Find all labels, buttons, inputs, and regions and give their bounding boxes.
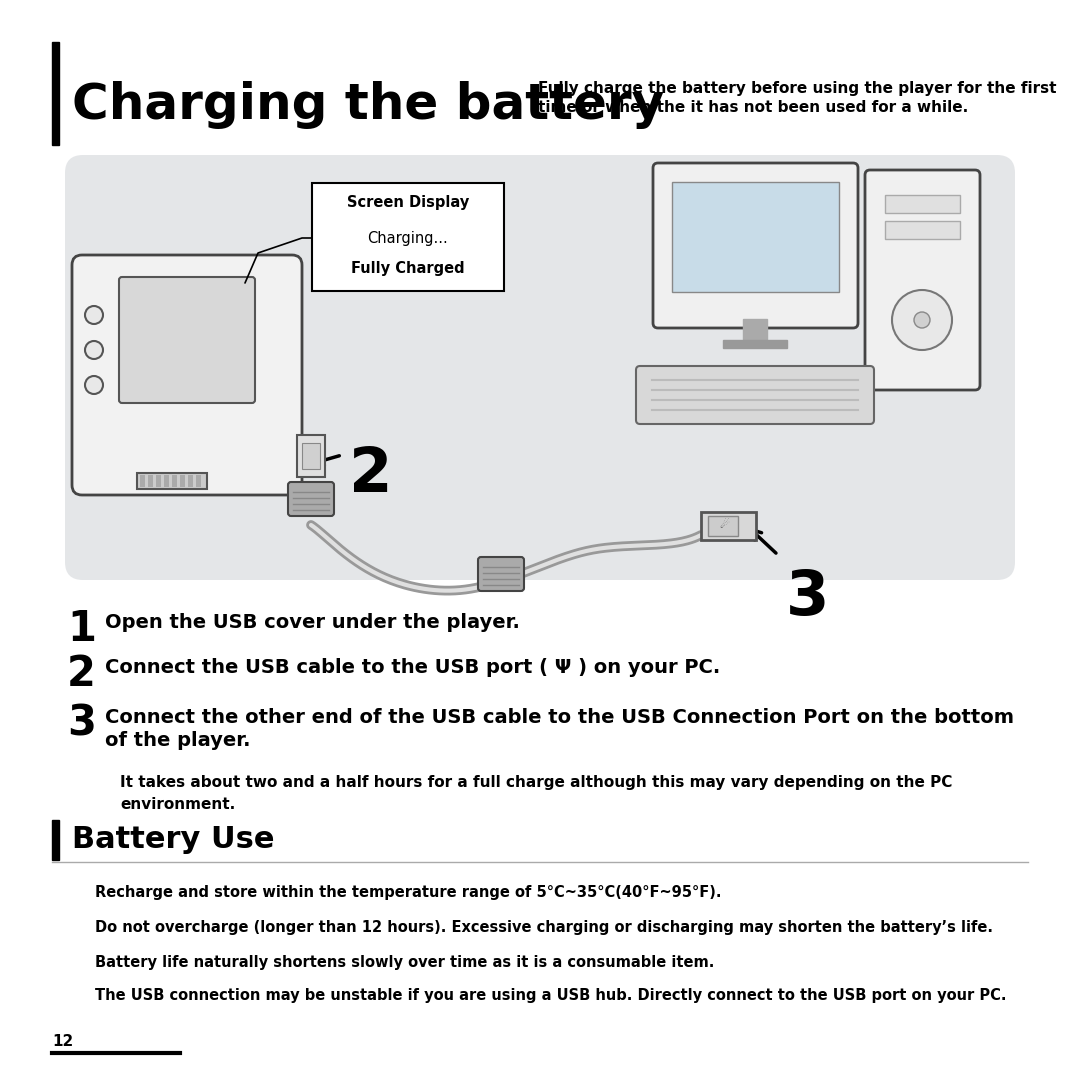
- Text: Charging...: Charging...: [367, 230, 448, 245]
- Text: 3: 3: [786, 568, 829, 627]
- FancyBboxPatch shape: [72, 255, 302, 495]
- Bar: [164, 475, 168, 487]
- Text: Open the USB cover under the player.: Open the USB cover under the player.: [105, 613, 519, 632]
- Text: Screen Display: Screen Display: [347, 195, 469, 211]
- Bar: [188, 475, 193, 487]
- Circle shape: [85, 376, 103, 394]
- FancyBboxPatch shape: [297, 435, 325, 477]
- FancyBboxPatch shape: [653, 163, 858, 328]
- Text: It takes about two and a half hours for a full charge although this may vary dep: It takes about two and a half hours for …: [120, 775, 953, 789]
- Text: environment.: environment.: [120, 797, 235, 812]
- Bar: [723, 340, 787, 348]
- Bar: [302, 443, 320, 469]
- Bar: [140, 475, 145, 487]
- Text: Fully charge the battery before using the player for the first: Fully charge the battery before using th…: [538, 81, 1056, 95]
- FancyBboxPatch shape: [478, 557, 524, 591]
- Bar: [885, 195, 960, 213]
- Text: 2: 2: [67, 653, 96, 696]
- FancyBboxPatch shape: [865, 170, 980, 390]
- Text: ☄: ☄: [719, 519, 729, 530]
- Circle shape: [892, 291, 951, 350]
- Text: 3: 3: [67, 703, 96, 745]
- Bar: [137, 473, 207, 489]
- FancyBboxPatch shape: [65, 156, 1015, 580]
- Circle shape: [85, 341, 103, 359]
- FancyBboxPatch shape: [636, 366, 874, 424]
- Text: Battery Use: Battery Use: [72, 825, 274, 854]
- Text: 12: 12: [52, 1035, 73, 1050]
- FancyBboxPatch shape: [119, 276, 255, 403]
- Bar: [672, 183, 839, 292]
- Bar: [52, 42, 59, 145]
- Bar: [156, 475, 161, 487]
- Bar: [52, 820, 59, 860]
- Circle shape: [914, 312, 930, 328]
- FancyBboxPatch shape: [312, 183, 504, 291]
- Text: Charging the battery: Charging the battery: [72, 81, 664, 129]
- Text: Do not overcharge (longer than 12 hours). Excessive charging or discharging may : Do not overcharge (longer than 12 hours)…: [95, 920, 993, 935]
- FancyBboxPatch shape: [701, 512, 756, 540]
- Text: Connect the USB cable to the USB port ( Ψ ) on your PC.: Connect the USB cable to the USB port ( …: [105, 658, 720, 677]
- Bar: [148, 475, 153, 487]
- Text: The USB connection may be unstable if you are using a USB hub. Directly connect : The USB connection may be unstable if yo…: [95, 988, 1007, 1003]
- Text: 1: 1: [67, 608, 96, 650]
- Text: of the player.: of the player.: [105, 731, 251, 750]
- FancyBboxPatch shape: [288, 482, 334, 516]
- Text: Recharge and store within the temperature range of 5°C~35°C(40°F~95°F).: Recharge and store within the temperatur…: [95, 885, 721, 900]
- Bar: [885, 221, 960, 239]
- Text: time or when the it has not been used for a while.: time or when the it has not been used fo…: [538, 100, 969, 116]
- Bar: [195, 475, 201, 487]
- Bar: [180, 475, 185, 487]
- Bar: [708, 516, 738, 536]
- Text: Battery life naturally shortens slowly over time as it is a consumable item.: Battery life naturally shortens slowly o…: [95, 955, 714, 970]
- Text: Fully Charged: Fully Charged: [351, 260, 464, 275]
- Bar: [743, 319, 767, 341]
- Circle shape: [85, 306, 103, 324]
- Bar: [172, 475, 177, 487]
- Text: Connect the other end of the USB cable to the USB Connection Port on the bottom: Connect the other end of the USB cable t…: [105, 708, 1014, 727]
- Text: 2: 2: [349, 445, 392, 505]
